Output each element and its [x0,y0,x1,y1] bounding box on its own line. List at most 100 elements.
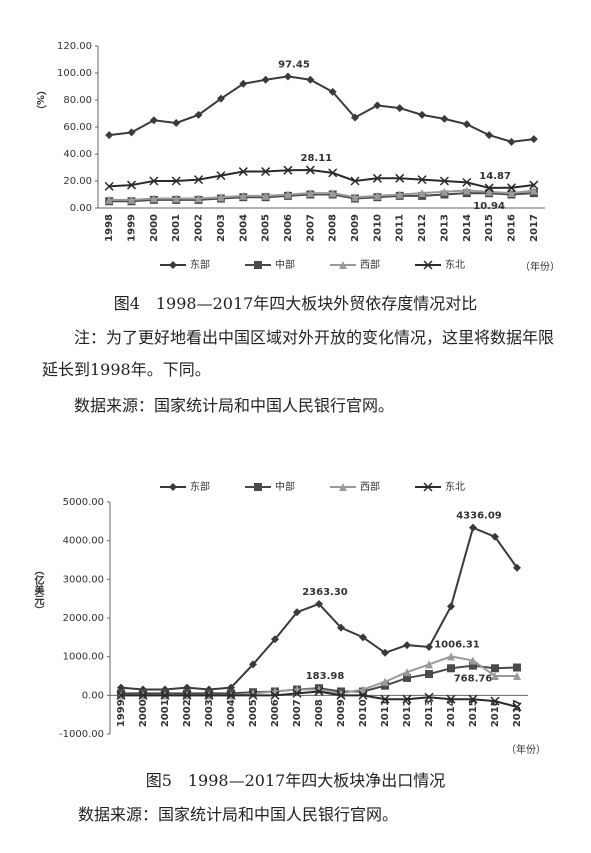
marker [423,260,433,270]
marker [424,692,434,702]
marker [462,177,472,187]
y-tick-label: 2000.00 [63,613,104,624]
x-tick-label: 2013 [439,214,450,242]
x-tick-label: 2002 [182,699,193,727]
marker [314,686,324,696]
marker [292,688,302,698]
marker [306,189,315,198]
marker [339,261,347,269]
legend-label: 东部 [190,480,210,493]
marker [485,131,494,140]
x-tick-label: 2006 [270,699,281,727]
marker [380,694,390,704]
y-tick-label: 120.00 [57,41,92,52]
y-axis-label: （亿美元） [32,565,45,615]
marker [469,661,477,670]
series-line [109,75,534,143]
marker [116,690,126,700]
marker [507,189,516,198]
marker [484,183,494,193]
marker [328,168,338,178]
marker [469,523,477,532]
marker [138,690,148,700]
marker [381,648,389,657]
marker [440,187,449,196]
x-tick-label: 2010 [358,699,369,727]
marker [305,165,315,175]
x-tick-label: 2008 [314,699,325,727]
marker [403,673,411,682]
marker [423,482,433,492]
data-label: 14.87 [479,171,511,182]
x-tick-label: 2001 [160,699,171,727]
marker [261,75,270,84]
marker [238,167,248,177]
source: 数据来源：国家统计局和中国人民银行官网。 [78,805,399,824]
figure-caption: 图5 1998—2017年四大板块净出口情况 [145,771,446,790]
x-tick-label: 2015 [484,214,495,242]
legend-label: 中部 [275,480,295,493]
marker [226,690,236,700]
data-label: 183.98 [306,671,345,682]
series-line [120,526,518,691]
marker [270,690,280,700]
legend-label: 东部 [190,258,210,271]
marker [306,75,315,84]
x-tick-label: 2016 [490,699,501,727]
y-tick-label: 40.00 [63,149,92,160]
y-tick-label: 20.00 [63,176,92,187]
marker [254,483,262,491]
marker [126,180,137,190]
marker [490,696,500,706]
marker [216,94,225,103]
x-tick-label: 1999 [127,214,138,242]
y-tick-label: 1000.00 [63,652,104,663]
x-tick-label: 2013 [424,699,435,727]
source: 数据来源：国家统计局和中国人民银行官网。 [74,396,395,415]
marker [491,664,499,673]
marker [283,72,292,81]
marker [239,191,248,200]
x-tick-label: 2003 [204,699,215,727]
marker [447,652,455,661]
marker [169,483,177,491]
marker [425,643,433,651]
x-tick-label: 2004 [226,699,237,727]
marker [104,181,114,191]
marker [261,191,270,200]
marker [194,175,204,185]
series-line [109,189,534,201]
marker [105,131,114,140]
series-line [109,169,534,189]
y-tick-label: 0.00 [82,690,104,701]
marker [149,116,158,125]
x-tick-label: 2014 [446,699,457,727]
marker [358,690,368,700]
marker [204,690,214,700]
marker [513,663,521,672]
marker [462,186,471,195]
y-tick-label: 3000.00 [63,574,104,585]
marker [417,175,427,185]
marker [485,187,494,196]
marker [149,194,158,203]
legend-label: 西部 [360,258,380,271]
legend-label: 中部 [275,258,295,271]
marker [529,135,538,144]
marker [359,633,367,642]
marker [283,190,292,199]
y-tick-label: 5000.00 [63,497,104,508]
marker [194,110,203,119]
marker [507,137,516,146]
marker [440,114,449,123]
marker [395,190,404,199]
marker [127,128,136,137]
data-label: 97.45 [278,59,310,70]
marker [172,118,181,127]
marker [261,167,271,177]
x-tick-label: 2008 [328,214,339,242]
x-tick-label: 2012 [417,214,428,242]
marker [182,690,192,700]
marker [216,171,226,181]
marker [402,694,412,704]
